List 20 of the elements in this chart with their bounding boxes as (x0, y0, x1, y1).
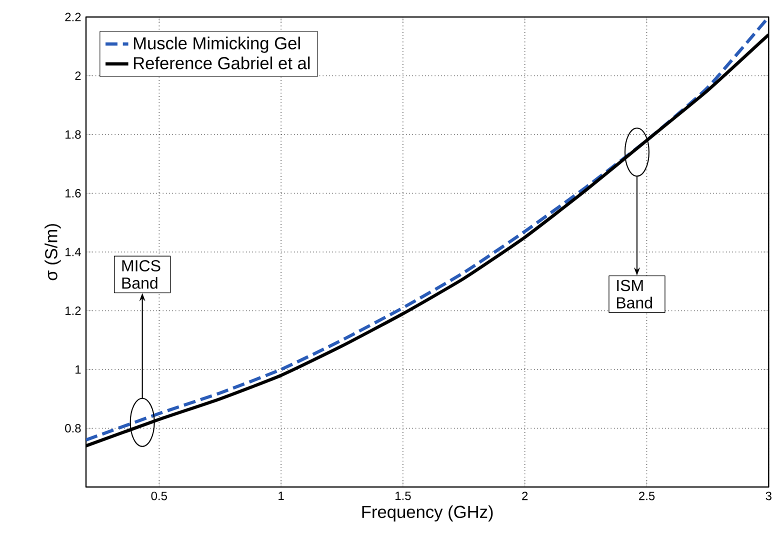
y-tick-label: 2.2 (65, 12, 81, 22)
legend-label: Reference Gabriel et al (134, 56, 310, 70)
legend-label: Muscle Mimicking Gel (134, 36, 300, 53)
y-tick-label: 1.6 (66, 188, 81, 198)
y-tick-label: 1.2 (66, 306, 81, 315)
y-tick-label: 1 (76, 365, 81, 374)
y-axis-title: σ (S/m) (44, 224, 61, 280)
y-tick-label: 0.8 (65, 424, 81, 432)
y-tick-label: 2 (75, 72, 81, 80)
x-tick-label: 0.5 (151, 492, 167, 500)
y-tick-label: 1.4 (66, 248, 81, 256)
annotation: ISM Band (616, 280, 652, 308)
x-tick-label: 1.5 (396, 492, 411, 500)
x-tick-label: 1 (278, 492, 284, 500)
x-tick-label: 2 (522, 492, 528, 500)
x-tick-label: 3 (766, 492, 772, 500)
x-axis-title: Frequency (GHz) (362, 505, 493, 522)
annotation: MICS Band (122, 260, 160, 289)
y-tick-label: 1.8 (66, 130, 81, 139)
x-tick-label: 2.5 (639, 492, 655, 500)
